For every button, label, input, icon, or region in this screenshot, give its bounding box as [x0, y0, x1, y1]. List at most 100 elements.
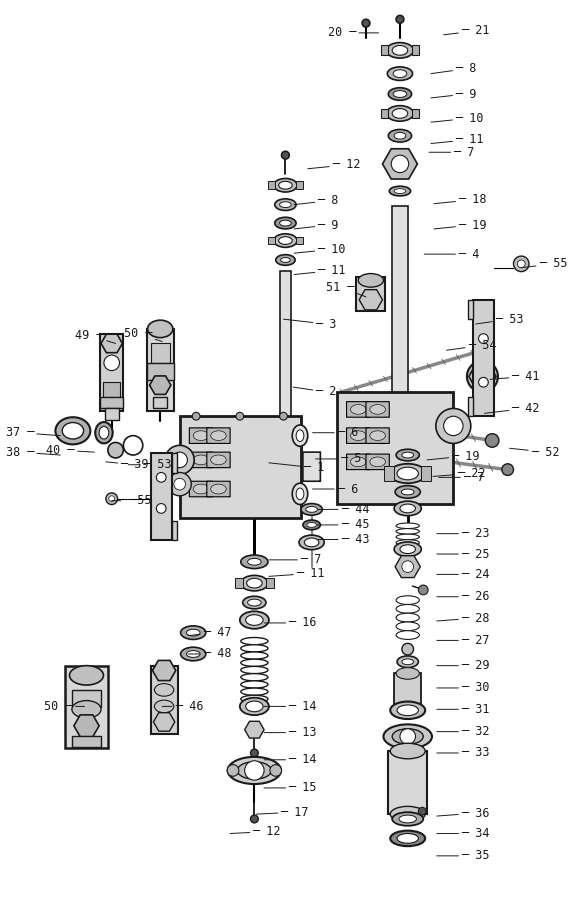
Circle shape — [280, 413, 287, 420]
Ellipse shape — [304, 538, 319, 547]
Ellipse shape — [394, 189, 406, 194]
Text: ─ 11: ─ 11 — [269, 567, 324, 580]
Text: ─ 55: ─ 55 — [112, 494, 152, 507]
Bar — [180, 416, 301, 518]
Ellipse shape — [292, 483, 308, 505]
Text: 50 ─: 50 ─ — [124, 327, 162, 341]
Bar — [153, 397, 167, 408]
Bar — [150, 666, 178, 733]
Text: ─ 27: ─ 27 — [437, 634, 490, 647]
Text: ─ 24: ─ 24 — [437, 568, 490, 581]
Ellipse shape — [392, 109, 408, 119]
Ellipse shape — [240, 612, 269, 629]
Circle shape — [402, 644, 414, 655]
Polygon shape — [153, 660, 176, 680]
Ellipse shape — [396, 614, 419, 622]
Ellipse shape — [387, 67, 412, 80]
Text: ─ 7: ─ 7 — [269, 553, 321, 566]
Ellipse shape — [397, 656, 418, 667]
Text: ─ 41: ─ 41 — [490, 370, 540, 383]
Ellipse shape — [396, 667, 419, 679]
Text: ─ 26: ─ 26 — [437, 590, 490, 603]
Ellipse shape — [370, 431, 386, 440]
Bar — [72, 736, 101, 747]
Ellipse shape — [245, 614, 263, 625]
Ellipse shape — [299, 535, 324, 550]
Ellipse shape — [193, 455, 209, 465]
Text: ─ 7: ─ 7 — [429, 146, 475, 159]
Text: ─ 52: ─ 52 — [510, 446, 559, 458]
Ellipse shape — [95, 422, 113, 444]
Ellipse shape — [154, 700, 174, 713]
Ellipse shape — [395, 486, 420, 498]
Ellipse shape — [390, 701, 425, 719]
Text: 38 ─: 38 ─ — [6, 446, 60, 458]
Ellipse shape — [396, 604, 419, 614]
Circle shape — [436, 408, 471, 444]
FancyBboxPatch shape — [207, 481, 230, 497]
Ellipse shape — [193, 431, 209, 440]
Text: ─ 22: ─ 22 — [433, 467, 486, 480]
Ellipse shape — [306, 507, 317, 512]
Ellipse shape — [390, 743, 425, 759]
Text: ─ 19: ─ 19 — [434, 218, 487, 232]
Ellipse shape — [55, 417, 90, 445]
Ellipse shape — [393, 90, 407, 98]
Ellipse shape — [181, 647, 206, 661]
Bar — [380, 46, 388, 55]
Bar — [268, 236, 275, 245]
Ellipse shape — [392, 813, 423, 825]
Ellipse shape — [402, 452, 414, 458]
FancyBboxPatch shape — [366, 428, 390, 444]
Ellipse shape — [390, 831, 425, 846]
Ellipse shape — [186, 629, 200, 636]
Ellipse shape — [280, 220, 291, 226]
Circle shape — [474, 368, 491, 385]
Ellipse shape — [245, 701, 263, 712]
Circle shape — [109, 496, 114, 501]
Ellipse shape — [296, 488, 304, 499]
Circle shape — [251, 815, 258, 823]
Circle shape — [502, 464, 514, 476]
FancyBboxPatch shape — [347, 402, 370, 417]
Ellipse shape — [402, 489, 414, 495]
Text: ─ 53: ─ 53 — [128, 458, 171, 471]
Polygon shape — [469, 364, 496, 388]
Ellipse shape — [307, 522, 316, 528]
Ellipse shape — [351, 431, 366, 440]
FancyBboxPatch shape — [207, 428, 230, 444]
Ellipse shape — [99, 426, 109, 439]
Ellipse shape — [396, 596, 419, 604]
Ellipse shape — [241, 688, 268, 696]
Polygon shape — [101, 334, 122, 352]
Bar — [235, 578, 243, 588]
Text: ─ 32: ─ 32 — [437, 725, 490, 738]
FancyBboxPatch shape — [189, 452, 213, 467]
Ellipse shape — [386, 43, 414, 58]
Circle shape — [165, 446, 194, 475]
Bar — [468, 299, 472, 320]
Ellipse shape — [303, 520, 320, 530]
Ellipse shape — [388, 88, 412, 100]
Ellipse shape — [62, 423, 84, 439]
Ellipse shape — [274, 178, 297, 192]
Bar — [105, 408, 118, 420]
Text: ─ 35: ─ 35 — [437, 849, 490, 863]
Polygon shape — [153, 713, 175, 731]
Circle shape — [281, 152, 289, 159]
Circle shape — [479, 377, 488, 387]
Circle shape — [514, 256, 529, 272]
Text: ─ 12: ─ 12 — [308, 158, 360, 172]
Bar — [356, 278, 386, 311]
Text: ─ 14: ─ 14 — [264, 700, 317, 713]
Circle shape — [362, 19, 370, 27]
Ellipse shape — [396, 705, 419, 716]
Bar — [146, 329, 174, 412]
Ellipse shape — [392, 46, 408, 55]
Circle shape — [106, 493, 117, 505]
Text: ─ 17: ─ 17 — [256, 805, 309, 819]
Text: ─ 13: ─ 13 — [264, 726, 317, 740]
Ellipse shape — [275, 199, 296, 211]
Text: ─ 15: ─ 15 — [264, 782, 317, 794]
Text: ─ 48: ─ 48 — [188, 647, 232, 660]
